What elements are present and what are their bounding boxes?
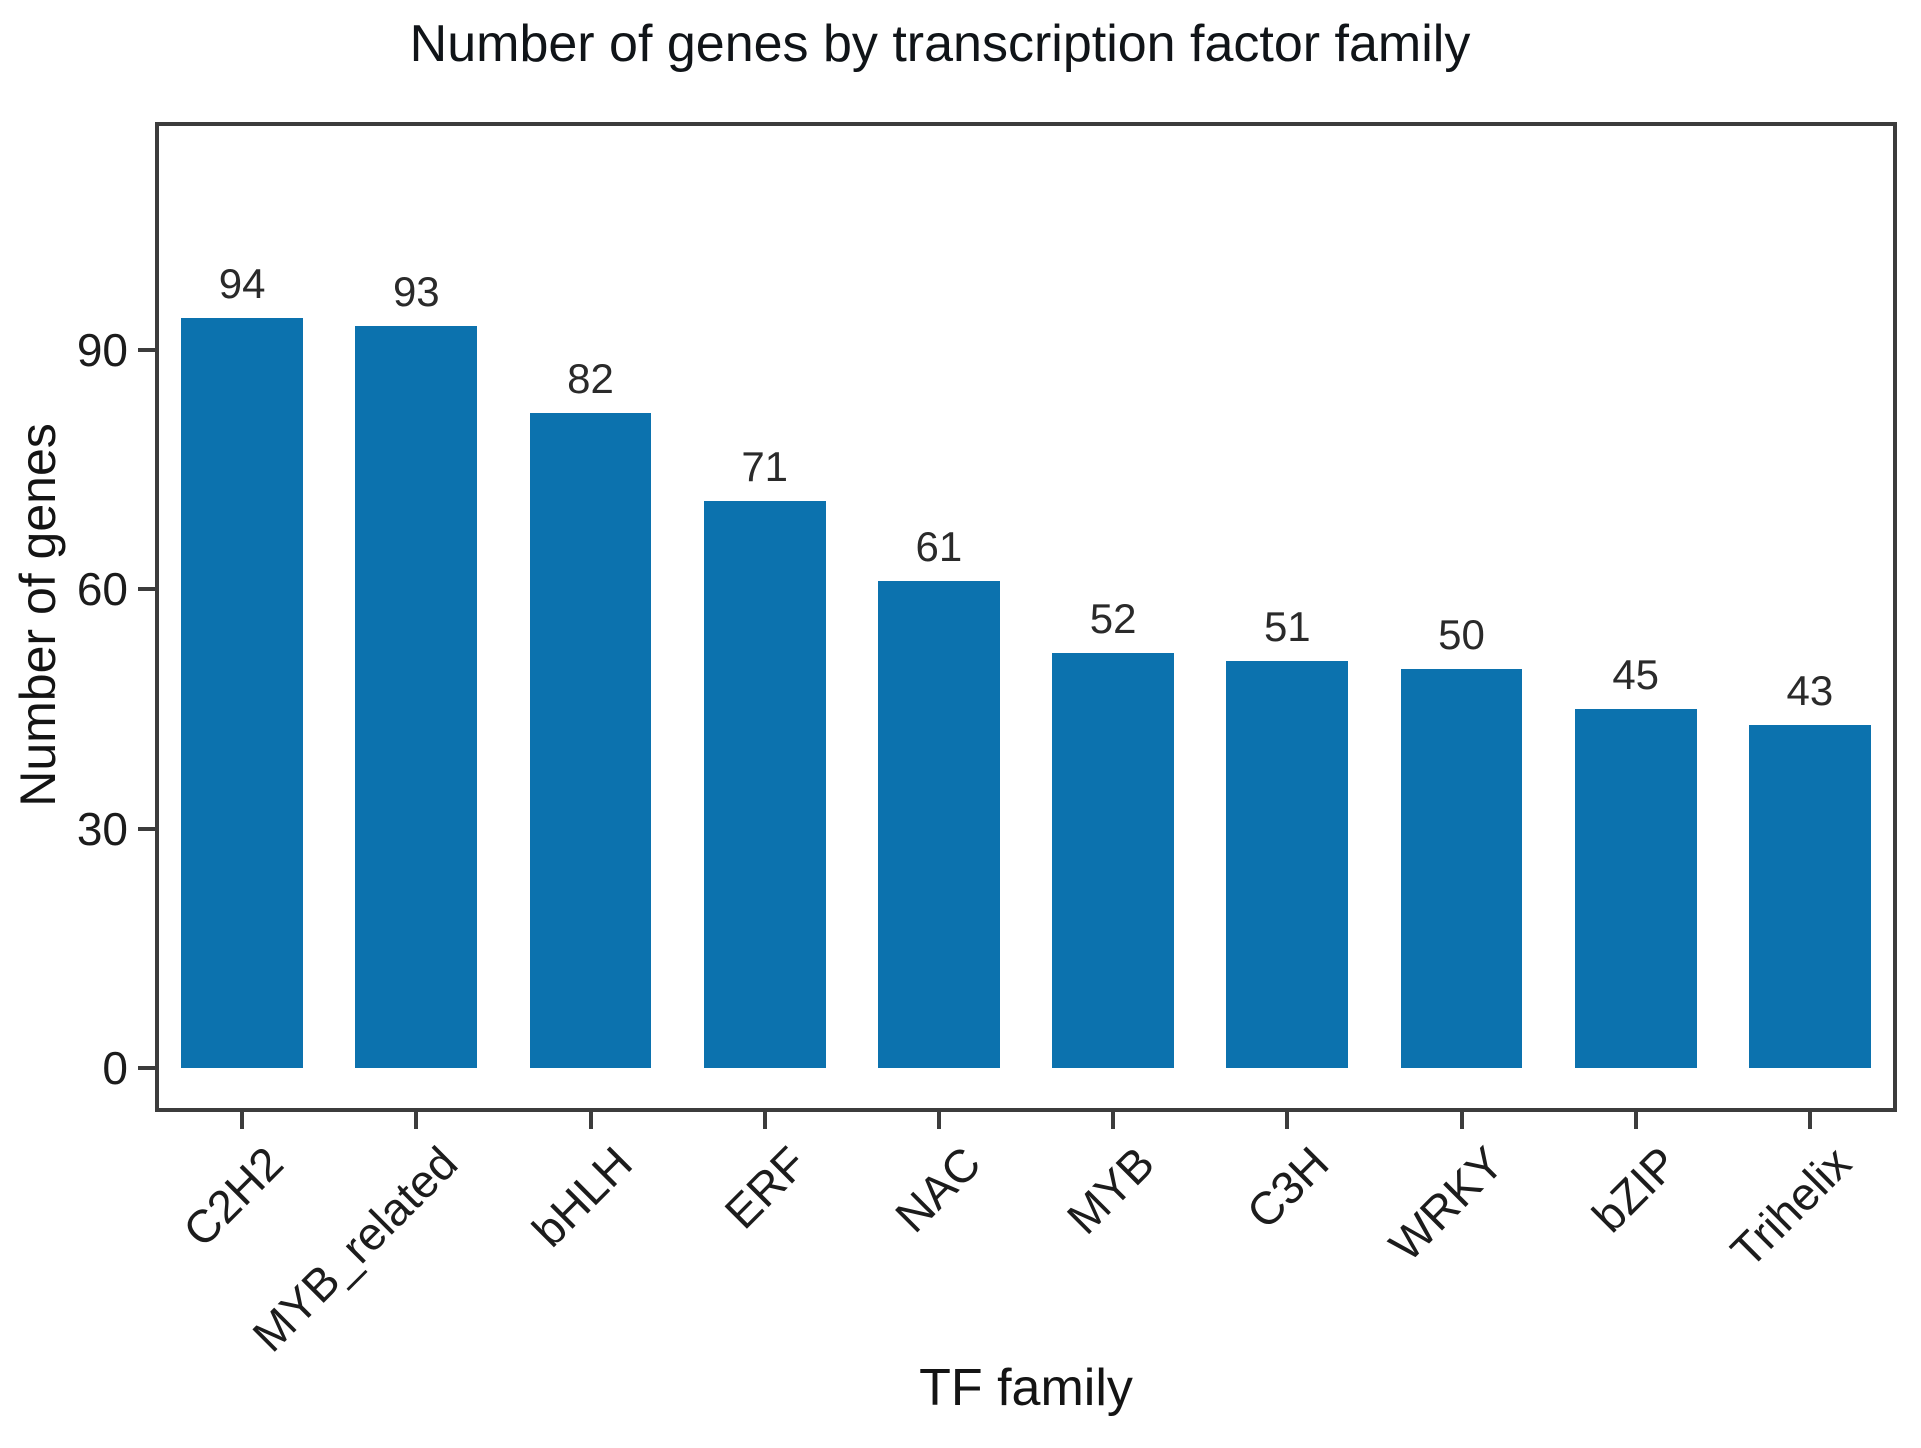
y-tick-label: 0 xyxy=(102,1042,128,1095)
x-tick-mark xyxy=(936,1112,941,1129)
x-tick-label: NAC xyxy=(884,1136,991,1243)
bar-value-label: 61 xyxy=(915,523,963,571)
y-tick-mark xyxy=(138,587,155,592)
y-tick-label: 90 xyxy=(76,323,128,376)
bar xyxy=(1748,724,1871,1069)
bar-value-label: 93 xyxy=(392,267,440,315)
y-tick-label: 30 xyxy=(76,802,128,855)
x-tick-label: WRKY xyxy=(1378,1136,1513,1271)
bar-value-label: 52 xyxy=(1089,594,1137,642)
bar xyxy=(529,413,652,1069)
x-tick-mark xyxy=(240,1112,245,1129)
bar-value-label: 94 xyxy=(218,259,266,307)
x-tick-mark xyxy=(762,1112,767,1129)
x-tick-label: C2H2 xyxy=(173,1136,294,1257)
bar xyxy=(1052,652,1175,1069)
bar-value-label: 45 xyxy=(1612,650,1660,698)
bar-value-label: 50 xyxy=(1438,610,1485,658)
x-tick-label: MYB xyxy=(1057,1136,1165,1244)
bar-value-label: 71 xyxy=(741,443,789,491)
x-tick-label: Trihelix xyxy=(1720,1136,1862,1277)
x-tick-label: bHLH xyxy=(521,1136,642,1257)
bar xyxy=(1400,668,1523,1069)
bar xyxy=(1574,708,1697,1069)
x-tick-mark xyxy=(1285,1112,1290,1129)
y-tick-mark xyxy=(138,826,155,831)
x-tick-mark xyxy=(588,1112,593,1129)
x-tick-label: C3H xyxy=(1236,1136,1339,1239)
x-tick-mark xyxy=(1459,1112,1464,1129)
x-tick-label: ERF xyxy=(714,1136,817,1239)
bar-value-label: 82 xyxy=(567,355,614,403)
x-tick-mark xyxy=(414,1112,419,1129)
bar-value-label: 43 xyxy=(1786,666,1834,714)
bar xyxy=(1226,660,1349,1069)
chart-title: Number of genes by transcription factor … xyxy=(409,15,1471,73)
bar-value-label: 51 xyxy=(1263,602,1311,650)
y-tick-label: 60 xyxy=(76,563,128,616)
x-tick-mark xyxy=(1111,1112,1116,1129)
y-tick-mark xyxy=(138,1066,155,1071)
bar xyxy=(181,317,304,1069)
bar xyxy=(877,581,1000,1069)
bar xyxy=(703,501,826,1069)
x-tick-mark xyxy=(1633,1112,1638,1129)
x-tick-label: bZIP xyxy=(1581,1136,1688,1243)
y-tick-mark xyxy=(138,347,155,352)
x-axis-label: TF family xyxy=(919,1359,1133,1417)
bar xyxy=(355,325,478,1069)
y-axis-label: Number of genes xyxy=(10,423,66,807)
x-tick-mark xyxy=(1807,1112,1812,1129)
